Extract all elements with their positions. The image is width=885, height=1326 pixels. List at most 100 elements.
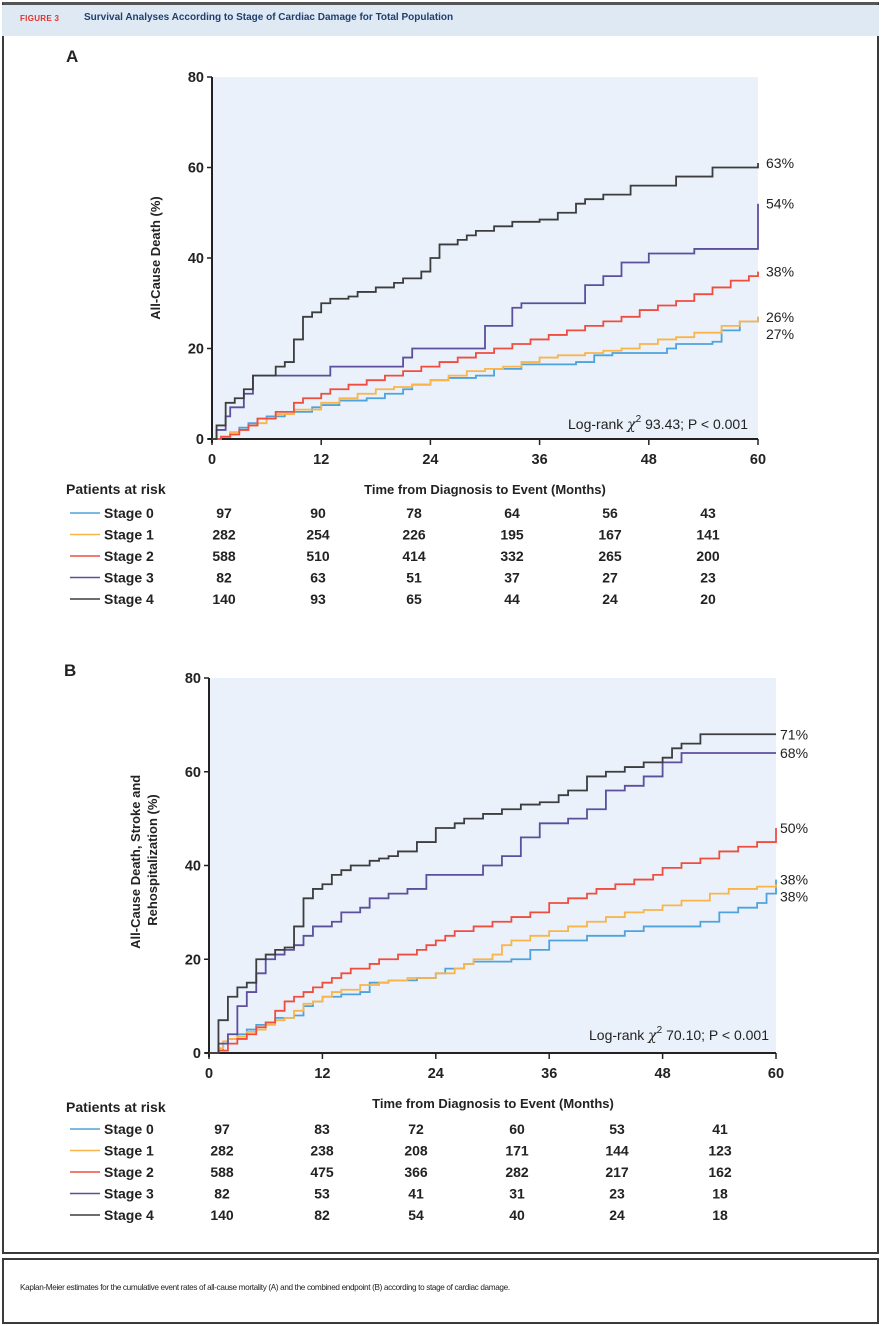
- risk-value: 31: [509, 1186, 525, 1202]
- risk-value: 53: [314, 1186, 330, 1202]
- risk-table-a: Patients at risk Stage 0 97 90 78 64 56 43 Stage…: [66, 481, 720, 607]
- y-tick-label: 60: [185, 765, 201, 781]
- risk-value: 588: [210, 1164, 234, 1180]
- risk-value: 414: [402, 548, 426, 564]
- risk-value: 23: [700, 570, 716, 586]
- risk-value: 60: [509, 1121, 525, 1137]
- risk-value: 44: [504, 591, 520, 607]
- risk-value: 254: [306, 527, 330, 543]
- risk-value: 510: [306, 548, 330, 564]
- risk-value: 282: [210, 1143, 234, 1159]
- risk-value: 171: [505, 1143, 529, 1159]
- risk-value: 24: [609, 1207, 625, 1223]
- x-tick-label: 24: [428, 1066, 444, 1082]
- y-tick-label: 80: [188, 70, 204, 86]
- x-tick-label: 12: [313, 452, 329, 468]
- x-tick-label: 0: [208, 452, 216, 468]
- risk-value: 200: [696, 548, 720, 564]
- y-tick-label: 80: [185, 671, 201, 687]
- curve-stage-4: [209, 733, 776, 1054]
- panel-b: B 0 20 40 60 80 0 12 24 36 48 60 71% 68% 50% 38%38% A…: [64, 661, 808, 1223]
- risk-value: 208: [404, 1143, 428, 1159]
- end-label-stage-2: 50%: [780, 820, 808, 836]
- risk-row-label: Stage 3: [104, 1186, 154, 1202]
- figure-title: Survival Analyses According to Stage of …: [84, 12, 454, 23]
- risk-value: 366: [404, 1164, 428, 1180]
- risk-value: 18: [712, 1207, 728, 1223]
- risk-value: 43: [700, 505, 716, 521]
- risk-value: 282: [212, 527, 236, 543]
- risk-row-label: Stage 1: [104, 527, 154, 543]
- risk-value: 37: [504, 570, 520, 586]
- logrank-annotation-b: Log-rank χ2 70.10; P < 0.001: [589, 1025, 769, 1044]
- risk-row-label: Stage 0: [104, 1121, 154, 1137]
- x-tick-label: 36: [532, 452, 548, 468]
- panel-a: A 0 20 40 60 80 0 12 24 36 48 60 63% 54% 38% 26%27% A…: [66, 47, 794, 607]
- risk-row-label: Stage 4: [104, 1207, 154, 1223]
- y-tick-label: 0: [193, 1046, 201, 1062]
- axes-b: 0 20 40 60 80 0 12 24 36 48 60: [185, 671, 784, 1082]
- risk-value: 63: [310, 570, 326, 586]
- risk-value: 282: [505, 1164, 529, 1180]
- risk-value: 217: [605, 1164, 629, 1180]
- risk-value: 51: [406, 570, 422, 586]
- risk-value: 226: [402, 527, 426, 543]
- risk-table-b: Patients at risk Stage 0 97 83 72 60 53 41 Stage…: [66, 1099, 732, 1223]
- risk-value: 18: [712, 1186, 728, 1202]
- risk-value: 54: [408, 1207, 424, 1223]
- risk-value: 82: [216, 570, 232, 586]
- x-tick-label: 48: [641, 452, 657, 468]
- risk-value: 144: [605, 1143, 629, 1159]
- x-tick-label: 12: [314, 1066, 330, 1082]
- risk-value: 78: [406, 505, 422, 521]
- risk-value: 141: [696, 527, 720, 543]
- risk-table-header: Patients at risk: [66, 1099, 166, 1115]
- risk-value: 72: [408, 1121, 424, 1137]
- risk-value: 140: [212, 591, 236, 607]
- risk-value: 83: [314, 1121, 330, 1137]
- risk-value: 82: [214, 1186, 230, 1202]
- curves-a: 63% 54% 38% 26%27%: [212, 155, 794, 440]
- panel-letter-a: A: [66, 47, 78, 66]
- end-label-stage-4: 71%: [780, 726, 808, 742]
- x-tick-label: 0: [205, 1066, 213, 1082]
- curve-stage-3: [209, 752, 776, 1054]
- figure-label: FIGURE 3: [20, 14, 60, 23]
- y-tick-label: 20: [185, 952, 201, 968]
- risk-value: 41: [408, 1186, 424, 1202]
- risk-value: 475: [310, 1164, 334, 1180]
- risk-value: 588: [212, 548, 236, 564]
- risk-value: 82: [314, 1207, 330, 1223]
- y-tick-label: 60: [188, 161, 204, 177]
- risk-value: 167: [598, 527, 622, 543]
- curve-stage-4: [212, 162, 759, 440]
- figure-header: [2, 5, 879, 36]
- axes-a: 0 20 40 60 80 0 12 24 36 48 60: [188, 70, 766, 468]
- risk-value: 97: [214, 1121, 230, 1137]
- curves-b: 71% 68% 50% 38%38%: [209, 726, 808, 1054]
- logrank-annotation-a: Log-rank χ2 93.43; P < 0.001: [568, 414, 748, 433]
- end-label-stage-3: 54%: [766, 196, 794, 212]
- risk-value: 140: [210, 1207, 234, 1223]
- end-label-stage-4: 63%: [766, 155, 794, 171]
- risk-row-label: Stage 3: [104, 570, 154, 586]
- risk-value: 40: [509, 1207, 525, 1223]
- risk-value: 195: [500, 527, 524, 543]
- x-tick-label: 36: [541, 1066, 557, 1082]
- risk-value: 65: [406, 591, 422, 607]
- curve-stage-1: [212, 316, 759, 440]
- risk-value: 53: [609, 1121, 625, 1137]
- risk-row-label: Stage 4: [104, 591, 154, 607]
- risk-row-label: Stage 1: [104, 1143, 154, 1159]
- end-label-stage-1: 27%: [766, 326, 794, 342]
- end-label-stage-3: 68%: [780, 745, 808, 761]
- risk-value: 123: [708, 1143, 732, 1159]
- x-tick-label: 48: [655, 1066, 671, 1082]
- risk-value: 56: [602, 505, 618, 521]
- end-label-stage-2: 38%: [766, 264, 794, 280]
- risk-value: 27: [602, 570, 618, 586]
- risk-row-label: Stage 0: [104, 505, 154, 521]
- figure-caption: Kaplan-Meier estimates for the cumulativ…: [20, 1283, 510, 1292]
- risk-value: 41: [712, 1121, 728, 1137]
- curve-stage-2: [212, 271, 759, 440]
